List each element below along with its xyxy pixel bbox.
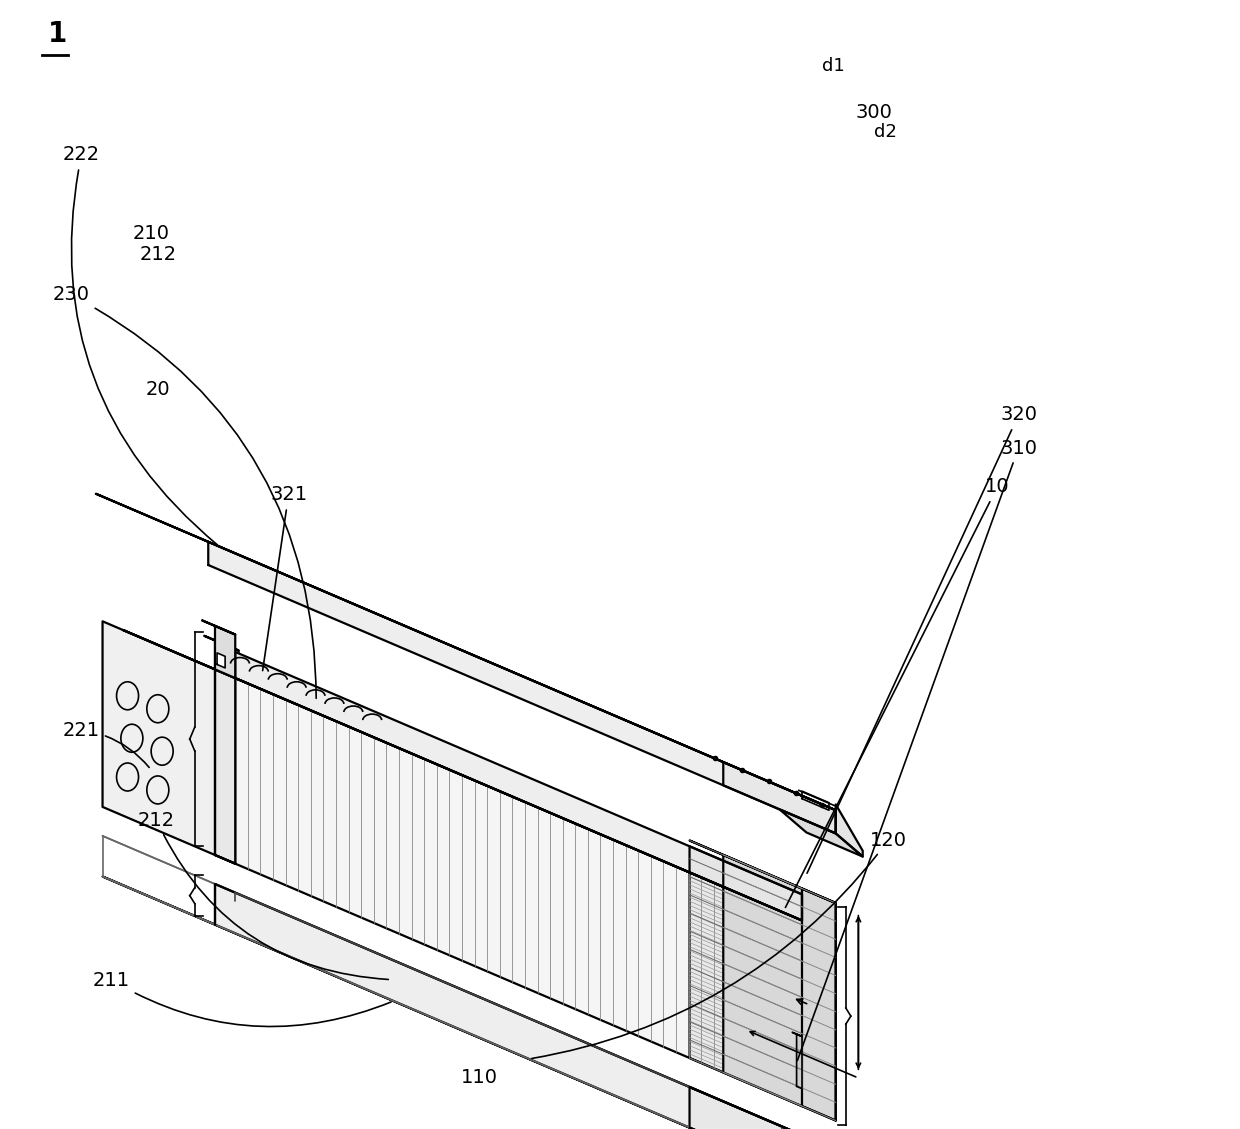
Polygon shape — [217, 653, 226, 668]
Polygon shape — [202, 620, 236, 634]
Polygon shape — [723, 762, 836, 833]
Polygon shape — [215, 669, 236, 864]
Polygon shape — [208, 542, 836, 833]
Text: 10: 10 — [785, 478, 1009, 908]
Text: 212: 212 — [138, 811, 388, 980]
Polygon shape — [103, 621, 236, 864]
Polygon shape — [780, 809, 863, 857]
Text: 120: 120 — [532, 831, 906, 1059]
Polygon shape — [802, 889, 836, 1120]
Polygon shape — [689, 840, 836, 903]
Polygon shape — [236, 651, 802, 920]
Polygon shape — [103, 876, 802, 1129]
Polygon shape — [95, 493, 836, 811]
Polygon shape — [836, 804, 863, 857]
Polygon shape — [796, 1034, 802, 1088]
Text: 212: 212 — [140, 245, 177, 264]
Polygon shape — [215, 884, 802, 1129]
Polygon shape — [689, 1128, 812, 1129]
Polygon shape — [215, 625, 236, 679]
Polygon shape — [792, 1032, 802, 1036]
Polygon shape — [123, 630, 802, 920]
Polygon shape — [689, 873, 802, 1106]
Polygon shape — [215, 640, 238, 680]
Text: 222: 222 — [63, 146, 217, 545]
Polygon shape — [689, 847, 802, 920]
Text: d2: d2 — [873, 123, 897, 141]
Text: 20: 20 — [145, 380, 170, 400]
Text: 221: 221 — [63, 720, 149, 768]
Text: 110: 110 — [460, 1068, 497, 1087]
Text: 321: 321 — [263, 485, 308, 671]
Text: 310: 310 — [797, 438, 1037, 1060]
Text: 230: 230 — [53, 286, 316, 699]
Text: 210: 210 — [133, 224, 170, 243]
Polygon shape — [218, 654, 232, 671]
Text: 211: 211 — [93, 971, 391, 1026]
Text: 300: 300 — [856, 104, 893, 122]
Polygon shape — [236, 679, 802, 1106]
Text: 1: 1 — [48, 20, 67, 49]
Text: d1: d1 — [822, 56, 844, 75]
Polygon shape — [205, 636, 238, 650]
Text: 320: 320 — [807, 405, 1037, 873]
Polygon shape — [723, 855, 836, 1120]
Polygon shape — [689, 1087, 802, 1129]
Polygon shape — [123, 630, 802, 920]
